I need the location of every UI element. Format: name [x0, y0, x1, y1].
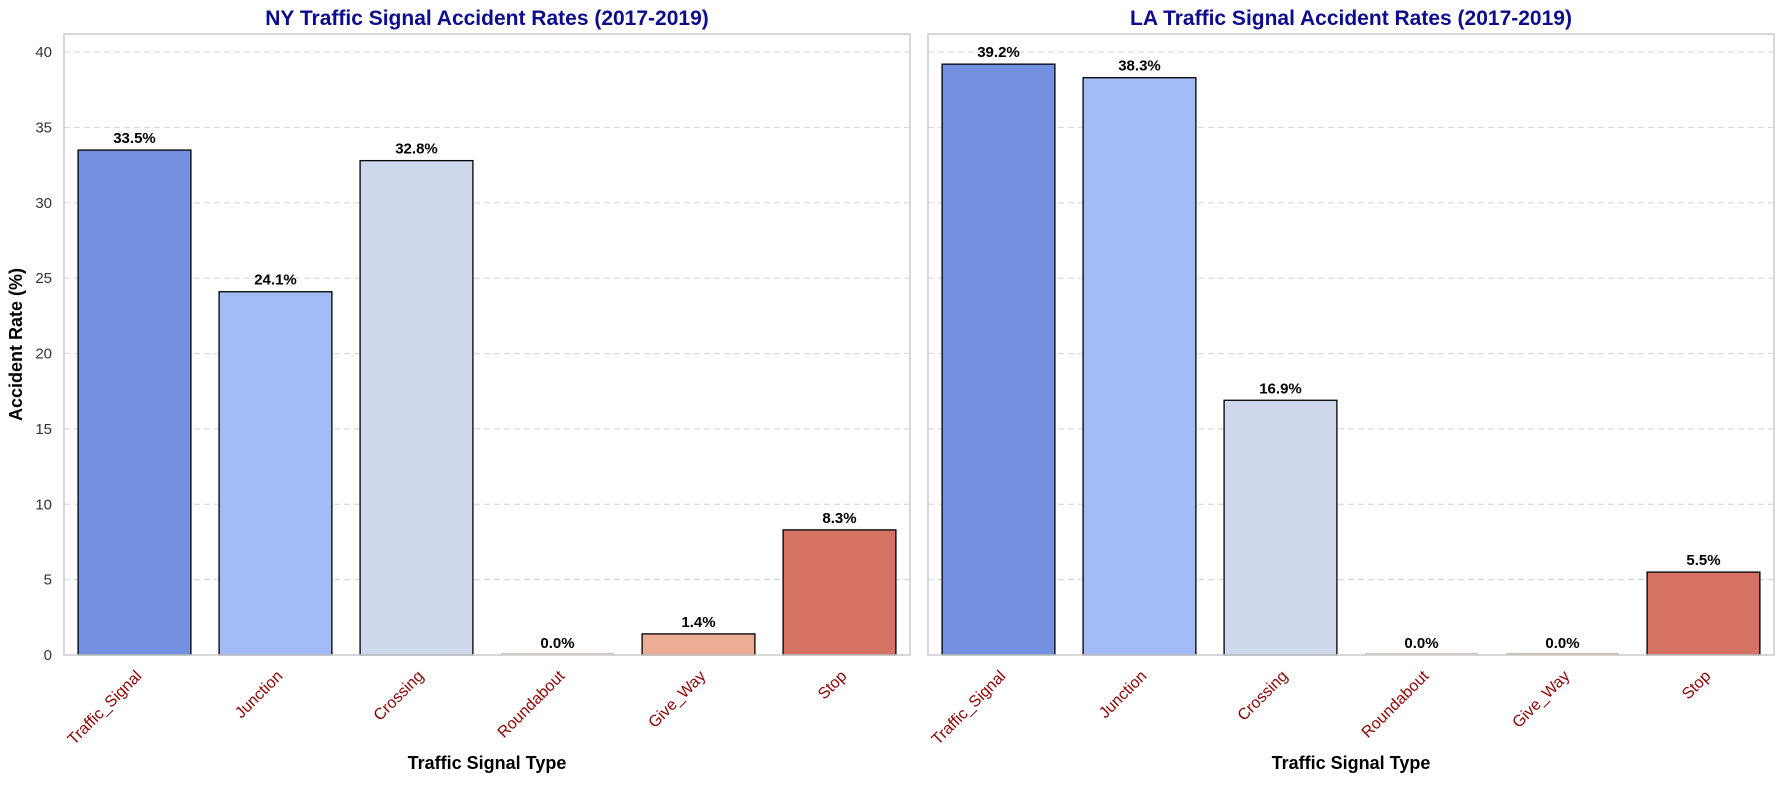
x-tick-label: Give_Way [646, 668, 710, 732]
value-label: 5.5% [1686, 552, 1720, 569]
y-tick-label: 35 [35, 119, 52, 136]
bar-stop [782, 529, 897, 656]
bar-traffic-signal [941, 63, 1056, 656]
value-label: 0.0% [1545, 635, 1579, 652]
y-tick-label: 10 [35, 496, 52, 513]
value-label: 38.3% [1118, 58, 1161, 75]
x-tick-label: Roundabout [495, 667, 569, 741]
value-label: 39.2% [977, 44, 1020, 61]
plot-frame [927, 33, 1775, 656]
x-tick-label: Give_Way [1510, 668, 1574, 732]
value-label: 0.0% [540, 635, 574, 652]
y-tick-label: 30 [35, 195, 52, 212]
x-tick-label: Traffic_Signal [65, 668, 146, 749]
bar-junction [1082, 77, 1197, 656]
value-label: 16.9% [1259, 380, 1302, 397]
x-axis-label: Traffic Signal Type [1272, 753, 1431, 773]
chart-title: NY Traffic Signal Accident Rates (2017-2… [265, 7, 709, 30]
value-label: 1.4% [681, 614, 715, 631]
bar-crossing [359, 159, 474, 656]
bar-traffic-signal [77, 149, 192, 656]
y-axis-label: Accident Rate (%) [6, 268, 26, 421]
value-label: 0.0% [1404, 635, 1438, 652]
x-tick-label: Junction [1096, 668, 1150, 722]
x-tick-label: Junction [232, 668, 286, 722]
value-label: 24.1% [254, 272, 297, 289]
plot-frame [63, 33, 911, 656]
bar-give-way [641, 633, 756, 656]
x-tick-label: Crossing [1235, 668, 1292, 725]
x-tick-label: Crossing [371, 668, 428, 725]
bar-stop [1646, 571, 1761, 656]
x-tick-label: Stop [1679, 668, 1714, 703]
x-tick-label: Traffic_Signal [929, 668, 1010, 749]
bar-junction [218, 291, 333, 656]
bar-crossing [1223, 399, 1338, 656]
value-label: 32.8% [395, 141, 438, 158]
chart-panel-ny: 0 5 10 15 20 25 30 35 40 33.5% Traffic_Signal 24.1%… [6, 7, 911, 773]
value-label: 8.3% [822, 510, 856, 527]
value-label: 33.5% [113, 130, 156, 147]
x-tick-label: Roundabout [1359, 667, 1433, 741]
y-tick-label: 5 [44, 572, 52, 589]
y-tick-label: 0 [44, 647, 52, 664]
y-tick-label: 15 [35, 421, 52, 438]
y-tick-label: 25 [35, 270, 52, 287]
x-axis-label: Traffic Signal Type [408, 753, 567, 773]
y-tick-label: 40 [35, 44, 52, 61]
chart-title: LA Traffic Signal Accident Rates (2017-2… [1130, 7, 1572, 30]
chart-panel-la: 39.2% Traffic_Signal 38.3% Junction 16.9% Cro… [927, 7, 1775, 773]
y-tick-label: 20 [35, 346, 52, 363]
x-tick-label: Stop [815, 668, 850, 703]
